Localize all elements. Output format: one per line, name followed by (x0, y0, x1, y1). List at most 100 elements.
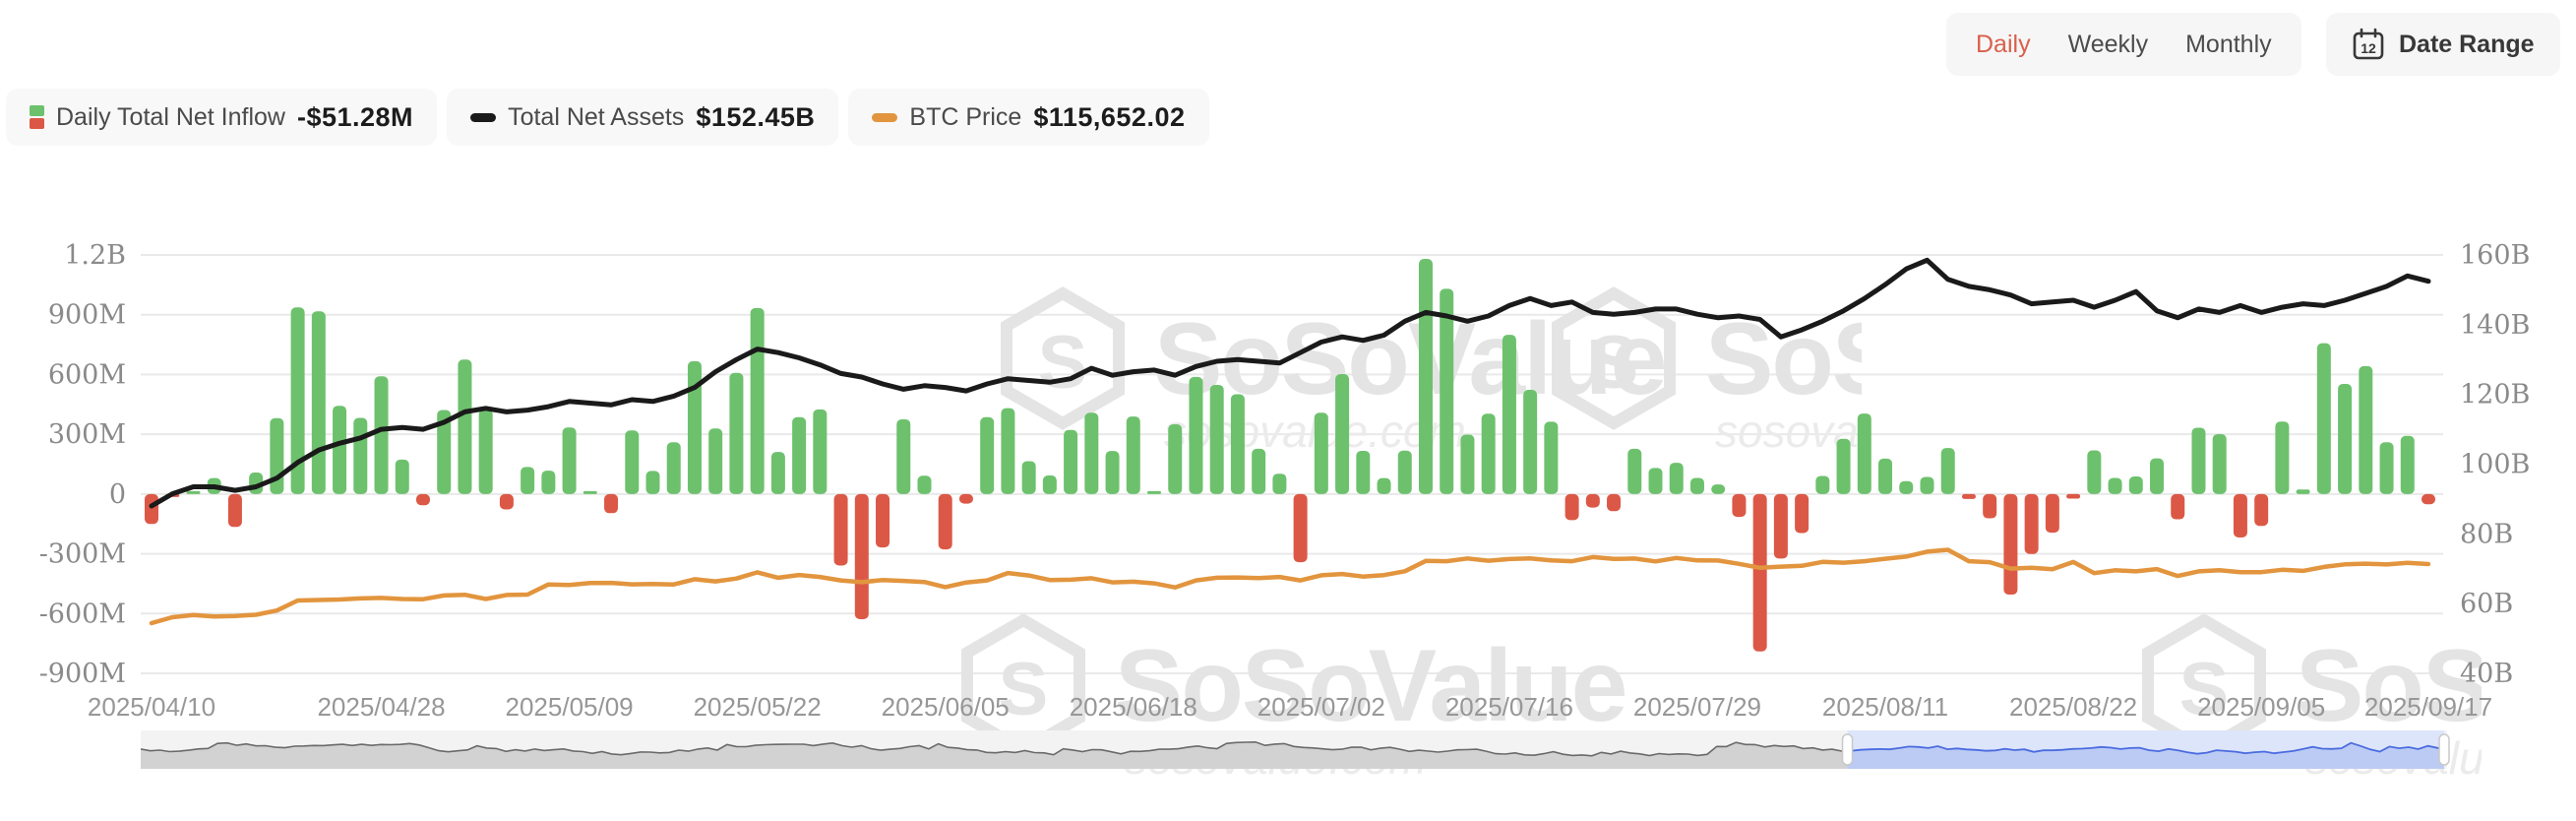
x-axis-tick: 2025/08/11 (1822, 692, 1948, 722)
left-axis-tick: -600M (39, 599, 126, 629)
inflow-bar-negative (1773, 493, 1788, 559)
tab-daily[interactable]: Daily (1976, 30, 2031, 58)
navigator-line-selected (1847, 741, 2445, 755)
inflow-bar-positive (437, 410, 452, 494)
inflow-bar-positive (562, 427, 577, 494)
inflow-bar-positive (770, 452, 785, 494)
right-axis-tick: 60B (2460, 589, 2513, 619)
inflow-bar-negative (1983, 493, 1997, 519)
legend-item-total-net-assets[interactable]: Total Net Assets $152.45B (447, 89, 839, 146)
inflow-bar-positive (2400, 435, 2415, 494)
inflow-bar-positive (1836, 438, 1851, 494)
inflow-bar-positive (333, 406, 347, 494)
inflow-bar-positive (186, 490, 201, 494)
navigator-area-unselected (141, 741, 1848, 769)
inflow-bar-positive (1377, 477, 1391, 494)
inflow-bar-negative (1607, 493, 1622, 512)
right-axis-tick: 100B (2460, 450, 2530, 480)
x-axis-tick: 2025/06/05 (882, 692, 1010, 722)
inflow-bar-positive (1815, 475, 1830, 494)
inflow-bar-negative (854, 493, 869, 619)
inflow-bar-negative (1585, 493, 1600, 508)
inflow-bar-positive (583, 490, 597, 494)
legend-label: Total Net Assets (508, 102, 685, 131)
svg-text:12: 12 (2361, 40, 2376, 56)
inflow-bar-positive (917, 475, 932, 494)
inflow-bar-positive (395, 459, 409, 494)
inflow-bar-positive (1899, 480, 1914, 494)
navigator-line-unselected (141, 740, 1848, 757)
svg-text:SoSoValue: SoSoValue (1705, 302, 2217, 416)
inflow-bar-positive (1397, 450, 1412, 494)
tab-monthly[interactable]: Monthly (2185, 30, 2272, 58)
inflow-bar-positive (1064, 429, 1078, 494)
net-assets-line-icon (470, 112, 497, 122)
inflow-bar-positive (645, 471, 660, 494)
inflow-bar-positive (2316, 343, 2331, 494)
inflow-bar-negative (2233, 493, 2247, 537)
left-axis-tick: 1.2B (64, 240, 126, 271)
date-range-button[interactable]: 12 Date Range (2326, 13, 2560, 76)
legend-label: Daily Total Net Inflow (56, 102, 285, 131)
inflow-bar-positive (666, 442, 681, 494)
inflow-bar-negative (1564, 493, 1579, 521)
inflow-bar-negative (2024, 493, 2039, 554)
inflow-bar-positive (1021, 461, 1036, 494)
date-range-label: Date Range (2399, 30, 2535, 58)
x-axis-tick: 2025/07/16 (1445, 692, 1573, 722)
svg-text:S: S (1038, 321, 1088, 405)
inflow-bar-positive (1711, 484, 1726, 494)
inflow-bar-positive (2296, 489, 2310, 494)
inflow-bar-positive (2338, 383, 2353, 494)
tab-weekly[interactable]: Weekly (2067, 30, 2149, 58)
x-axis-tick: 2025/07/29 (1633, 692, 1761, 722)
inflow-bar-negative (2254, 493, 2269, 527)
inflow-bar-positive (2087, 450, 2102, 494)
inflow-bar-positive (980, 416, 995, 494)
navigator-area-selected (1847, 742, 2445, 769)
inflow-bar-positive (1272, 474, 1287, 494)
daily-net-inflow-bars (145, 259, 2435, 652)
inflow-bar-positive (1209, 384, 1224, 494)
inflow-bar-negative (833, 493, 848, 566)
btc-price-line-icon (872, 112, 898, 122)
sosovalue-watermarks: SSoSoValuesosovalue.comSSoSoValuesosoval… (961, 286, 2576, 784)
inflow-bar-positive (353, 417, 368, 494)
inflow-bar-positive (1168, 424, 1183, 494)
inflow-bar-negative (2422, 493, 2435, 505)
x-axis-tick: 2025/06/18 (1070, 692, 1197, 722)
axis-labels: 1.2B 900M 600M 300M 0 -300M -600M -900M 160B 140B… (39, 240, 2531, 689)
inflow-bar-negative (2003, 493, 2018, 596)
inflow-bar-positive (2108, 477, 2122, 494)
inflow-bar-negative (2066, 493, 2081, 499)
legend-item-daily-net-inflow[interactable]: Daily Total Net Inflow -$51.28M (6, 89, 438, 146)
inflow-bar-positive (708, 428, 723, 494)
left-axis-tick: 0 (109, 479, 126, 510)
left-axis-tick: 300M (48, 419, 126, 450)
navigator-handle-right[interactable] (2438, 733, 2450, 766)
inflow-bar-positive (1252, 448, 1266, 494)
inflow-bar-negative (604, 493, 619, 514)
range-navigator[interactable] (141, 730, 2450, 769)
left-axis-tick: -900M (39, 659, 126, 689)
right-axis-tick: 160B (2460, 240, 2530, 271)
inflow-bar-negative (1961, 493, 1976, 499)
left-axis-tick: -300M (39, 539, 126, 570)
inflow-bar-positive (2150, 458, 2165, 494)
inflow-bar-positive (2359, 365, 2373, 494)
calendar-icon: 12 (2352, 28, 2385, 61)
inflow-bar-positive (1189, 376, 1203, 494)
period-tab-group: Daily Weekly Monthly (1946, 13, 2301, 76)
inflow-bar-positive (1481, 413, 1496, 494)
inflow-bar-positive (625, 430, 640, 494)
inflow-bar-negative (1795, 493, 1809, 534)
inflow-bar-positive (1001, 408, 1015, 494)
legend-item-btc-price[interactable]: BTC Price $115,652.02 (848, 89, 1209, 146)
navigator-handle-left[interactable] (1841, 733, 1854, 766)
inflow-bar-positive (792, 416, 807, 494)
inflow-bar-positive (1418, 259, 1433, 494)
svg-text:SoSoValue: SoSoValue (2296, 629, 2576, 743)
inflow-bar-positive (2128, 476, 2143, 494)
inflow-bar-negative (415, 493, 430, 506)
